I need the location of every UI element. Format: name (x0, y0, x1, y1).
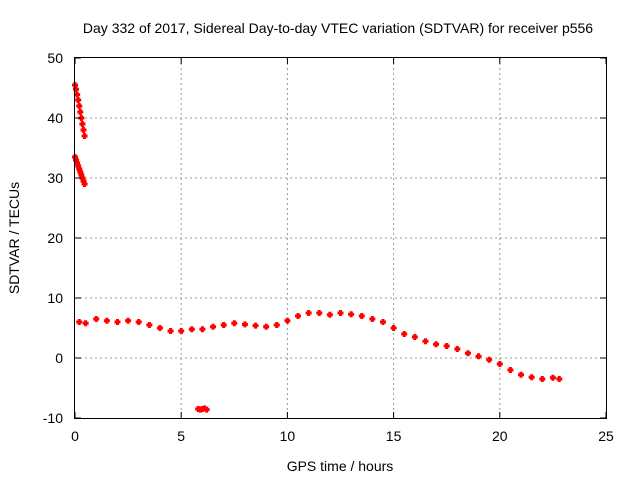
data-point (203, 406, 210, 413)
x-tick-label: 5 (177, 428, 185, 444)
data-point (369, 316, 376, 322)
data-point (556, 376, 563, 382)
data-point (252, 322, 259, 329)
data-point (411, 334, 418, 340)
data-point (74, 91, 81, 98)
y-tick-label: 10 (47, 290, 63, 306)
axis-ticks (74, 57, 607, 419)
data-point (486, 356, 493, 363)
data-point (443, 343, 450, 349)
y-axis-label: SDTVAR / TECUs (6, 182, 22, 294)
x-tick-label: 25 (598, 428, 614, 444)
tick-labels: 0 5 10 15 20 25 -10 0 10 20 30 40 50 (43, 50, 614, 444)
data-point (263, 323, 270, 330)
data-point (316, 310, 323, 316)
data-point (305, 310, 312, 316)
series-isolated-negative (195, 405, 210, 413)
data-point (507, 367, 514, 373)
data-point (156, 325, 163, 331)
series-main-track (76, 310, 563, 382)
data-point (390, 325, 397, 331)
data-point (528, 374, 535, 381)
data-point (178, 328, 185, 334)
data-point (103, 317, 110, 324)
x-tick-label: 10 (280, 428, 296, 444)
data-point (210, 323, 217, 330)
data-point (125, 317, 132, 324)
data-point (401, 331, 408, 337)
data-points (72, 82, 563, 413)
data-point (81, 133, 88, 139)
data-point (358, 313, 365, 319)
data-point (114, 319, 121, 325)
x-axis-label: GPS time / hours (287, 458, 394, 474)
data-point (464, 350, 471, 357)
data-point (454, 346, 461, 352)
y-tick-label: -10 (43, 410, 63, 426)
data-point (549, 374, 556, 381)
data-point (135, 319, 142, 325)
chart-title: Day 332 of 2017, Sidereal Day-to-day VTE… (83, 20, 593, 36)
data-point (295, 313, 302, 319)
y-tick-label: 50 (47, 50, 63, 66)
x-tick-label: 0 (71, 428, 79, 444)
grid-lines (75, 58, 606, 418)
data-point (81, 181, 88, 187)
y-tick-label: 0 (55, 350, 63, 366)
data-point (76, 319, 83, 325)
series-early-high-cluster (72, 82, 88, 139)
data-point (77, 109, 84, 115)
data-point (199, 326, 206, 333)
x-tick-label: 15 (386, 428, 402, 444)
data-point (146, 322, 153, 328)
data-point (496, 361, 503, 367)
y-tick-label: 40 (47, 110, 63, 126)
y-tick-label: 20 (47, 230, 63, 246)
data-point (326, 311, 333, 318)
data-point (79, 121, 86, 127)
data-point (284, 317, 291, 324)
data-point (422, 338, 429, 345)
data-point (80, 127, 87, 133)
data-point (518, 371, 525, 378)
plot-frame (74, 57, 607, 419)
data-point (273, 322, 280, 328)
data-point (76, 103, 83, 109)
data-point (241, 321, 248, 328)
data-point (539, 376, 546, 382)
y-tick-label: 30 (47, 170, 63, 186)
data-point (337, 310, 344, 316)
x-tick-label: 20 (492, 428, 508, 444)
data-point (75, 97, 82, 103)
data-point (379, 319, 386, 325)
data-point (167, 328, 174, 334)
data-point (93, 316, 100, 322)
data-point (220, 322, 227, 328)
data-point (348, 311, 355, 318)
data-point (475, 353, 482, 360)
data-point (433, 341, 440, 348)
data-point (188, 326, 195, 333)
data-point (231, 320, 238, 327)
data-point (82, 320, 89, 327)
